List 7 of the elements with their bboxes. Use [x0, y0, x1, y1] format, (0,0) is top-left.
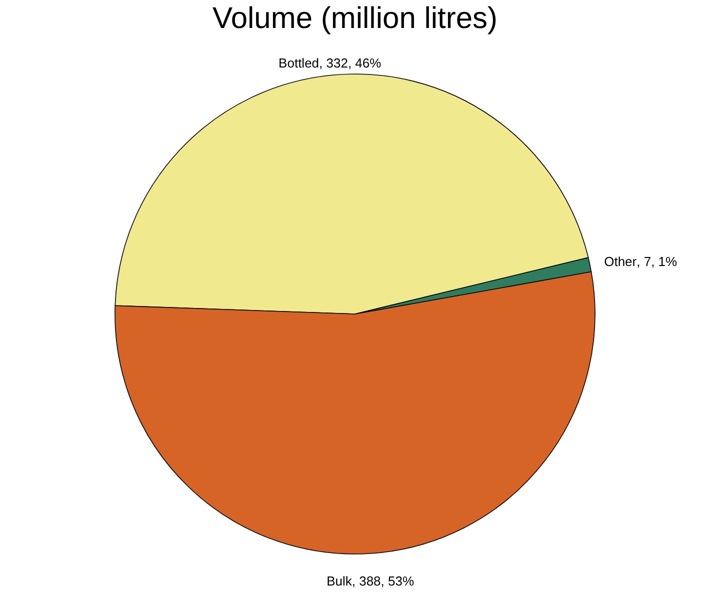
- slice-label: Bottled: [278, 55, 320, 70]
- slice-label: Bulk: [326, 573, 352, 588]
- chart-title: Volume (million litres): [212, 2, 498, 35]
- data-label: , 332, 46%: [319, 55, 382, 70]
- data-label: , 7, 1%: [636, 254, 678, 270]
- slice-label: Other: [604, 254, 638, 270]
- data-label: , 388, 53%: [352, 573, 414, 588]
